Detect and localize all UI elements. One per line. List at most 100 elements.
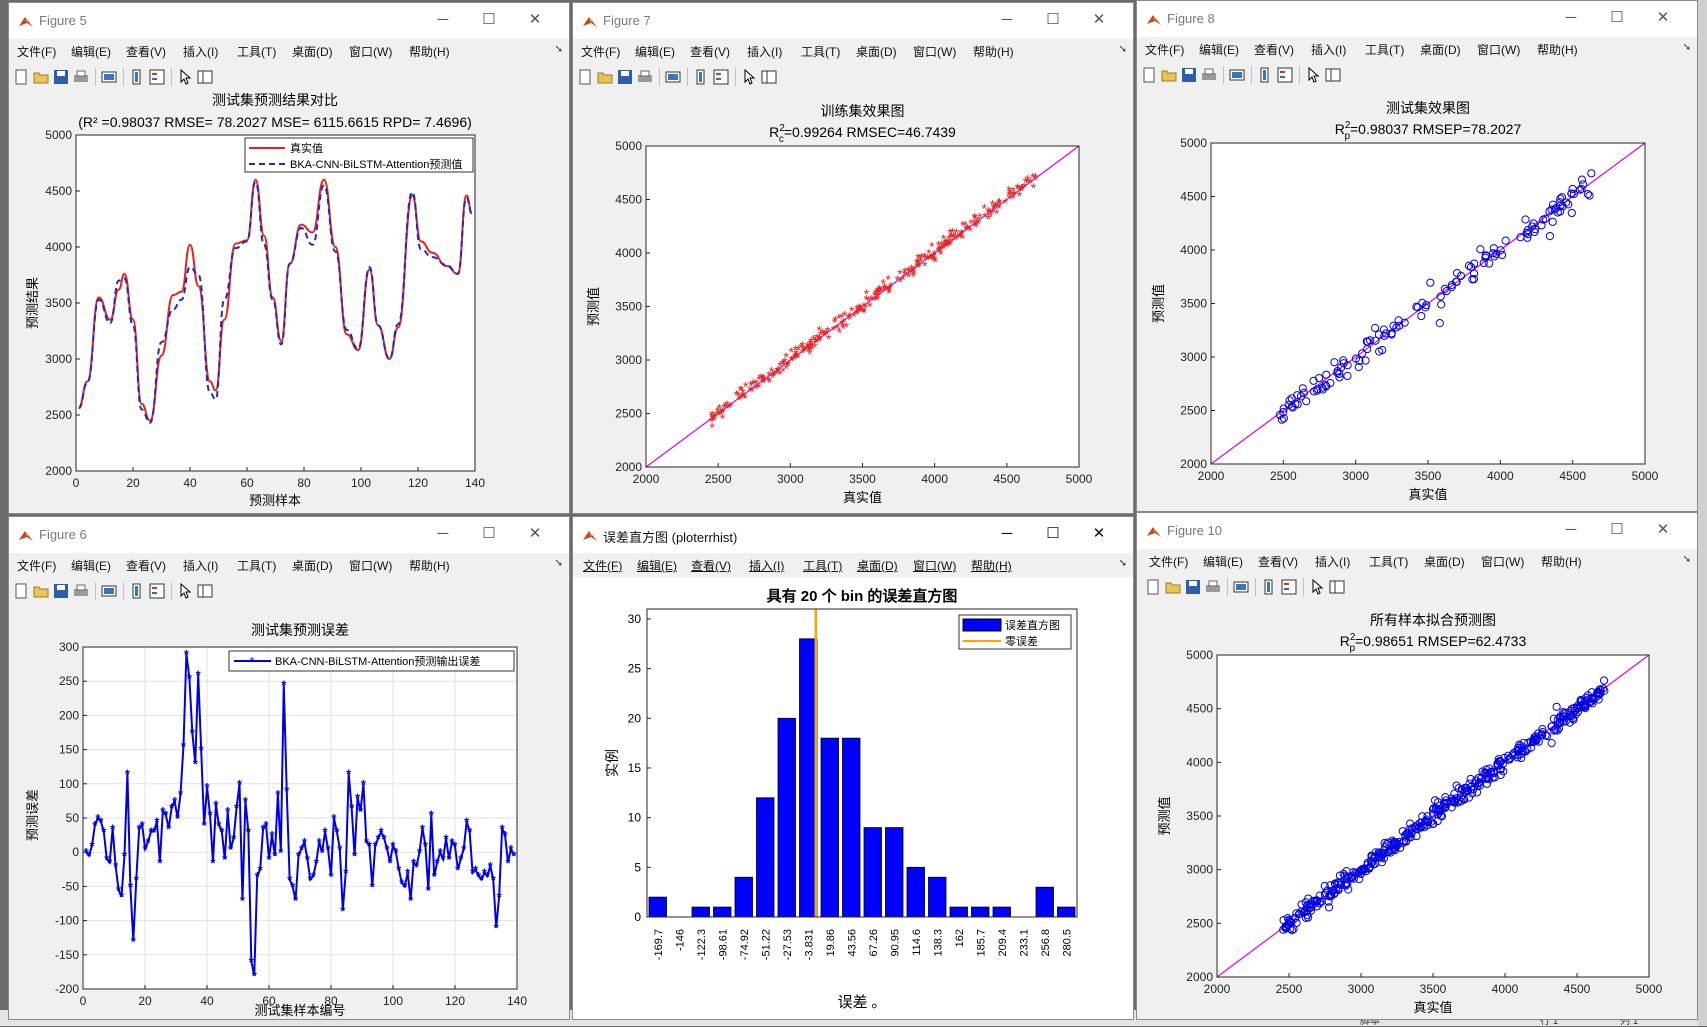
menu-help[interactable]: 帮助(H) [971, 559, 1012, 573]
print-icon[interactable] [1205, 579, 1221, 595]
minimize-button[interactable]: ─ [1001, 11, 1013, 28]
menu-insert[interactable]: 插入(I) [749, 559, 785, 573]
menu-window[interactable]: 窗口(W) [913, 559, 957, 573]
menu-expand-icon[interactable]: ➘ [1118, 558, 1127, 569]
maximize-button[interactable]: ☐ [1610, 9, 1624, 26]
menu-expand-icon[interactable]: ➘ [1682, 554, 1691, 565]
maximize-button[interactable]: ☐ [482, 525, 496, 542]
menu-expand-icon[interactable]: ➘ [1118, 44, 1127, 55]
menu-tools[interactable]: 工具(T) [1369, 555, 1409, 569]
colorbar-icon[interactable] [129, 583, 145, 599]
menu-insert[interactable]: 插入(I) [183, 559, 219, 573]
link-plot-icon[interactable] [101, 583, 117, 599]
minimize-button[interactable]: ─ [437, 11, 449, 28]
open-file-icon[interactable] [1161, 67, 1177, 83]
minimize-button[interactable]: ─ [437, 525, 449, 542]
save-icon[interactable] [53, 69, 69, 85]
pointer-icon[interactable] [1305, 67, 1321, 83]
maximize-button[interactable]: ☐ [1046, 11, 1060, 28]
pointer-icon[interactable] [177, 69, 193, 85]
property-inspector-icon[interactable] [761, 69, 777, 85]
open-file-icon[interactable] [1165, 579, 1181, 595]
close-button[interactable]: ✕ [1092, 525, 1106, 542]
colorbar-icon[interactable] [1257, 67, 1273, 83]
save-icon[interactable] [617, 69, 633, 85]
minimize-button[interactable]: ─ [1565, 9, 1577, 26]
menu-edit[interactable]: 编辑(E) [1203, 555, 1243, 569]
menu-expand-icon[interactable]: ➘ [554, 44, 563, 55]
close-button[interactable]: ✕ [528, 525, 542, 542]
menu-desktop[interactable]: 桌面(D) [856, 45, 897, 59]
menu-tools[interactable]: 工具(T) [237, 559, 277, 573]
menu-desktop[interactable]: 桌面(D) [292, 45, 333, 59]
colorbar-icon[interactable] [693, 69, 709, 85]
colorbar-icon[interactable] [129, 69, 145, 85]
close-button[interactable]: ✕ [1656, 9, 1670, 26]
new-figure-icon[interactable] [13, 583, 29, 599]
menu-insert[interactable]: 插入(I) [1311, 43, 1347, 57]
legend-icon[interactable] [713, 69, 729, 85]
print-icon[interactable] [637, 69, 653, 85]
menu-insert[interactable]: 插入(I) [183, 45, 219, 59]
menu-insert[interactable]: 插入(I) [747, 45, 783, 59]
open-file-icon[interactable] [33, 583, 49, 599]
menu-help[interactable]: 帮助(H) [409, 559, 450, 573]
menu-edit[interactable]: 编辑(E) [637, 559, 677, 573]
menu-tools[interactable]: 工具(T) [237, 45, 277, 59]
save-icon[interactable] [1181, 67, 1197, 83]
maximize-button[interactable]: ☐ [1046, 525, 1060, 542]
menu-expand-icon[interactable]: ➘ [554, 558, 563, 569]
new-figure-icon[interactable] [1141, 67, 1157, 83]
menu-edit[interactable]: 编辑(E) [635, 45, 675, 59]
menu-file[interactable]: 文件(F) [17, 45, 57, 59]
link-plot-icon[interactable] [1229, 67, 1245, 83]
maximize-button[interactable]: ☐ [1610, 521, 1624, 538]
menu-window[interactable]: 窗口(W) [913, 45, 957, 59]
close-button[interactable]: ✕ [1092, 11, 1106, 28]
menu-view[interactable]: 查看(V) [126, 559, 166, 573]
new-figure-icon[interactable] [13, 69, 29, 85]
legend-icon[interactable] [149, 69, 165, 85]
menu-view[interactable]: 查看(V) [691, 559, 731, 573]
print-icon[interactable] [73, 69, 89, 85]
maximize-button[interactable]: ☐ [482, 11, 496, 28]
menu-desktop[interactable]: 桌面(D) [1420, 43, 1461, 57]
menu-view[interactable]: 查看(V) [126, 45, 166, 59]
minimize-button[interactable]: ─ [1565, 521, 1577, 538]
menu-view[interactable]: 查看(V) [690, 45, 730, 59]
property-inspector-icon[interactable] [1325, 67, 1341, 83]
menu-file[interactable]: 文件(F) [581, 45, 621, 59]
menu-file[interactable]: 文件(F) [1145, 43, 1185, 57]
menu-edit[interactable]: 编辑(E) [71, 559, 111, 573]
menu-tools[interactable]: 工具(T) [803, 559, 843, 573]
menu-window[interactable]: 窗口(W) [1477, 43, 1521, 57]
open-file-icon[interactable] [597, 69, 613, 85]
menu-expand-icon[interactable]: ➘ [1682, 42, 1691, 53]
menu-help[interactable]: 帮助(H) [1537, 43, 1578, 57]
print-icon[interactable] [1201, 67, 1217, 83]
link-plot-icon[interactable] [665, 69, 681, 85]
menu-tools[interactable]: 工具(T) [801, 45, 841, 59]
menu-edit[interactable]: 编辑(E) [71, 45, 111, 59]
pointer-icon[interactable] [741, 69, 757, 85]
save-icon[interactable] [1185, 579, 1201, 595]
pointer-icon[interactable] [177, 583, 193, 599]
link-plot-icon[interactable] [101, 69, 117, 85]
property-inspector-icon[interactable] [1329, 579, 1345, 595]
menu-help[interactable]: 帮助(H) [409, 45, 450, 59]
pointer-icon[interactable] [1309, 579, 1325, 595]
close-button[interactable]: ✕ [528, 11, 542, 28]
menu-window[interactable]: 窗口(W) [1481, 555, 1525, 569]
menu-file[interactable]: 文件(F) [583, 559, 623, 573]
close-button[interactable]: ✕ [1656, 521, 1670, 538]
menu-insert[interactable]: 插入(I) [1315, 555, 1351, 569]
menu-desktop[interactable]: 桌面(D) [1424, 555, 1465, 569]
menu-desktop[interactable]: 桌面(D) [857, 559, 898, 573]
menu-file[interactable]: 文件(F) [1149, 555, 1189, 569]
legend-icon[interactable] [149, 583, 165, 599]
new-figure-icon[interactable] [577, 69, 593, 85]
save-icon[interactable] [53, 583, 69, 599]
legend-icon[interactable] [1281, 579, 1297, 595]
minimize-button[interactable]: ─ [1001, 525, 1013, 542]
menu-window[interactable]: 窗口(W) [349, 559, 393, 573]
